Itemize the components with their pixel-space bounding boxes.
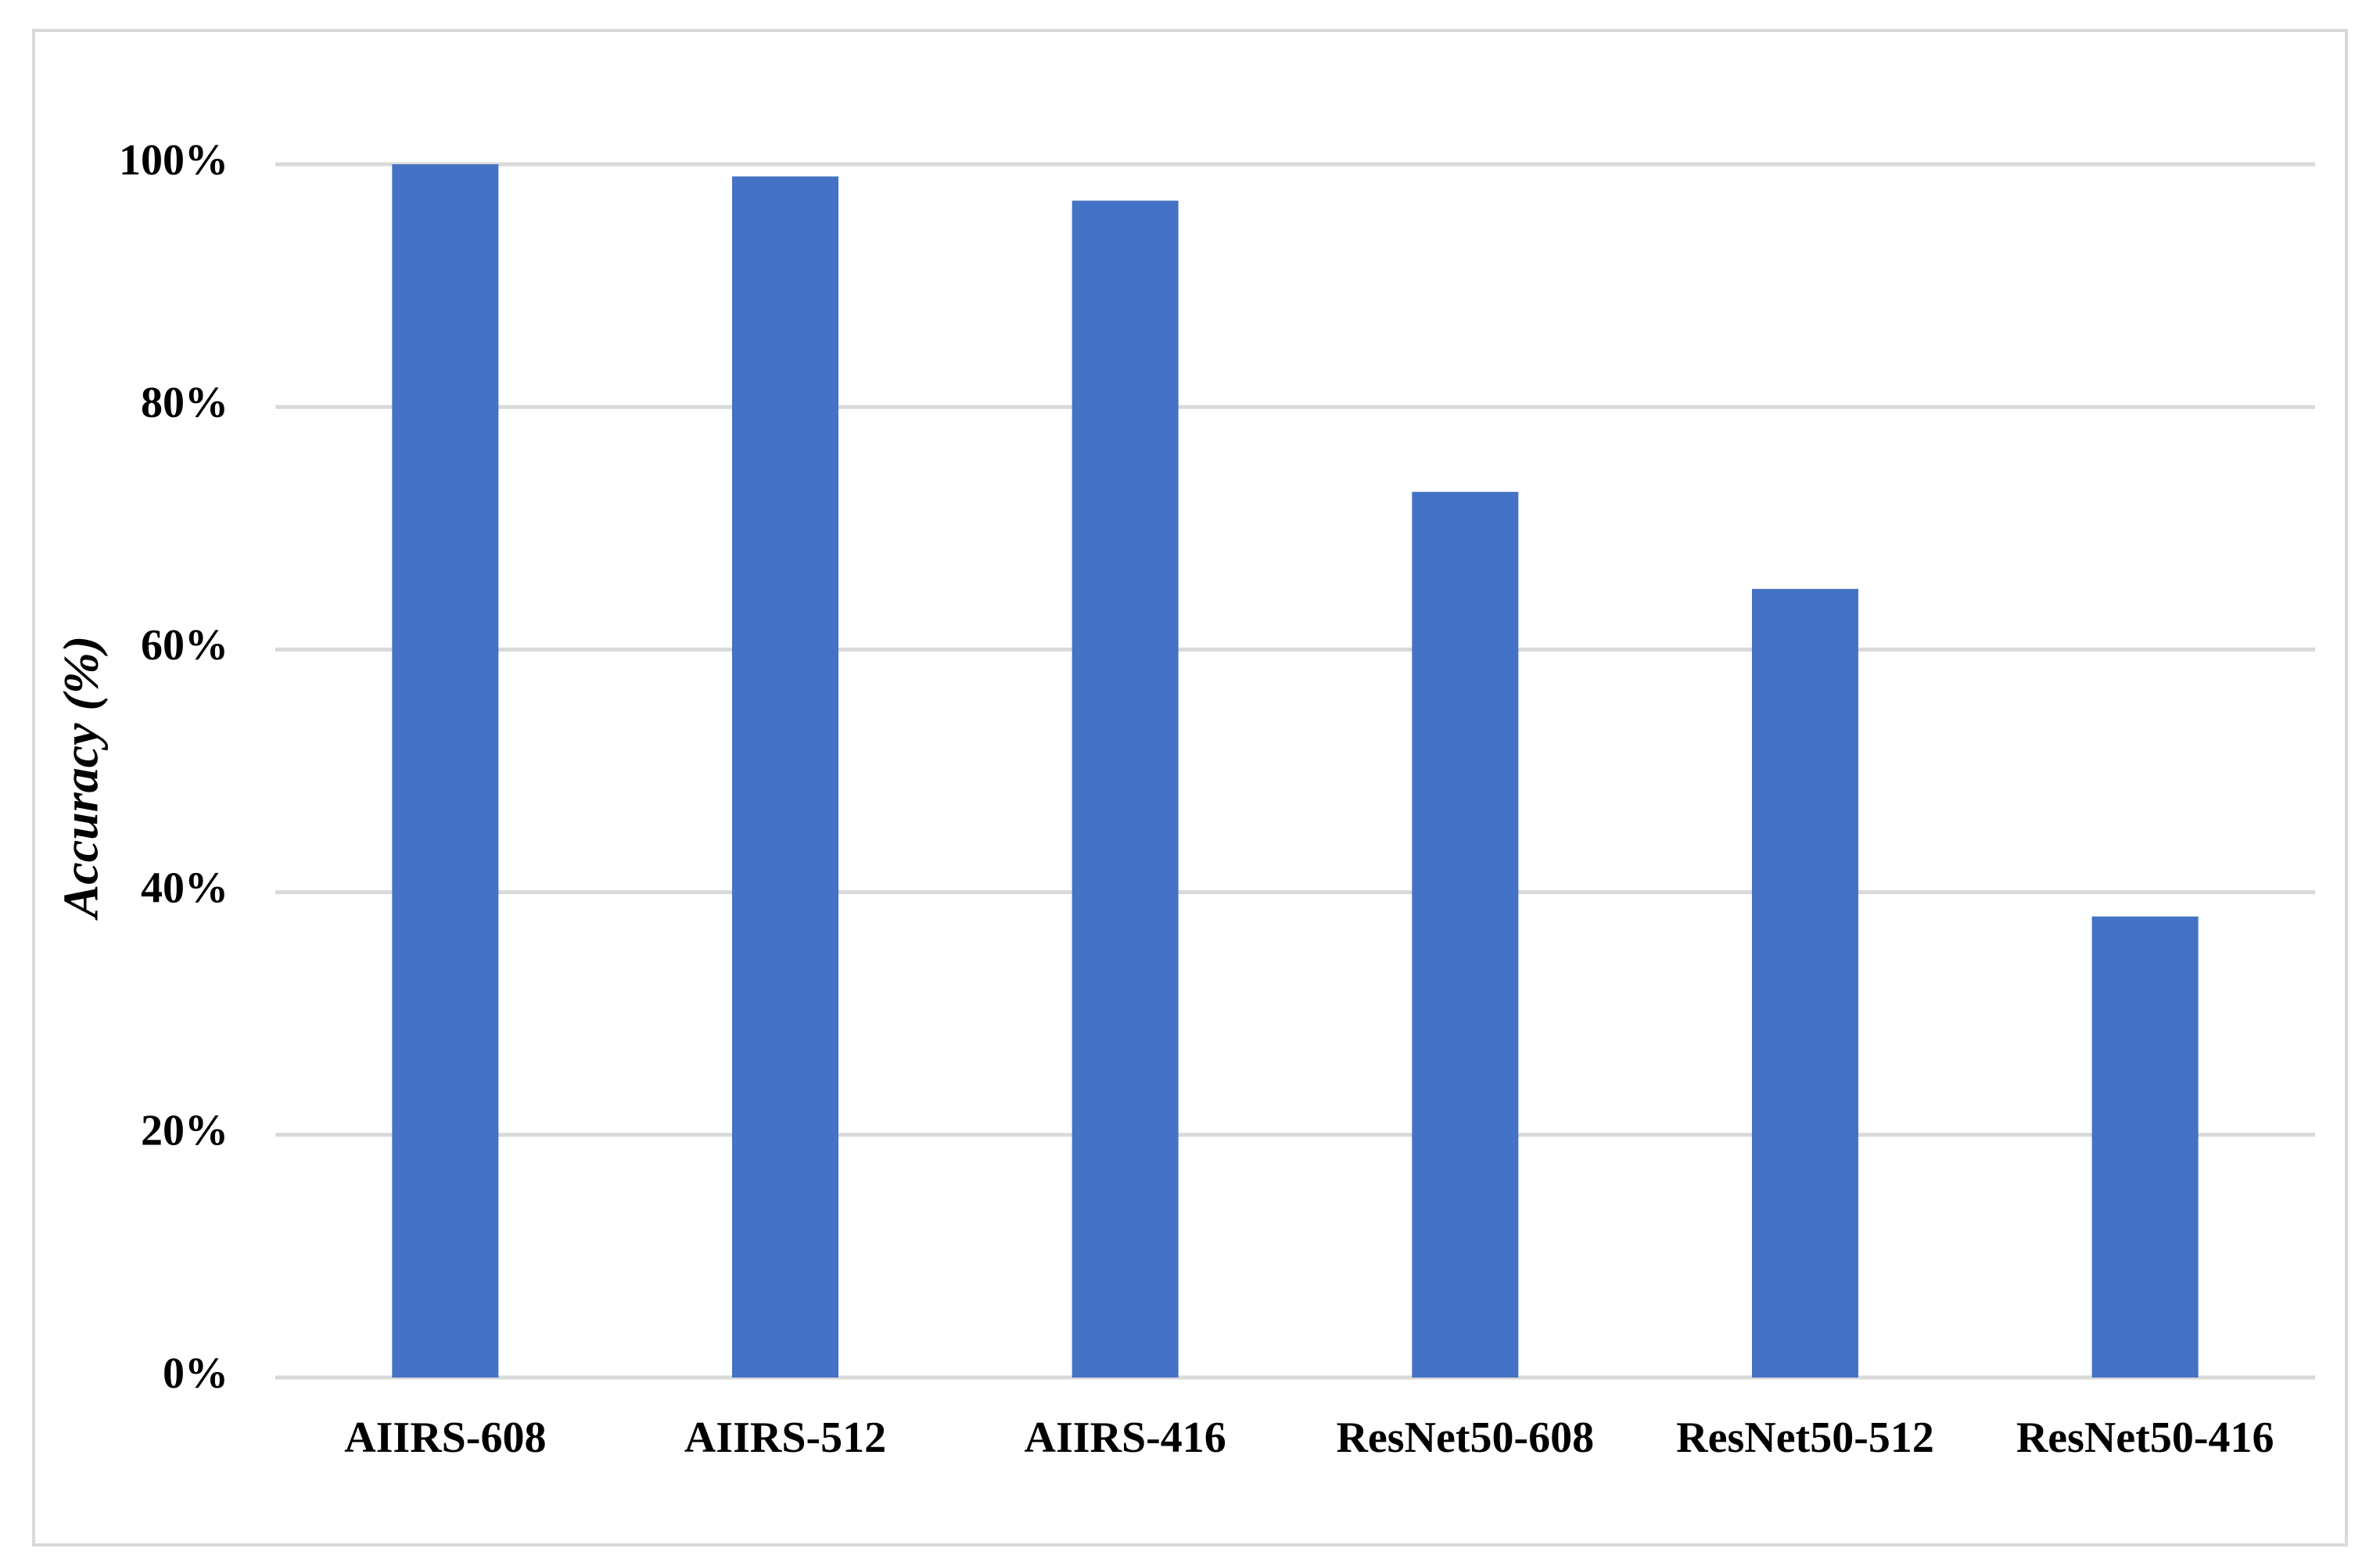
x-tick-label: AIIRS-608 [344, 1414, 546, 1462]
bar [1412, 491, 1519, 1378]
x-tick-label: ResNet50-608 [1336, 1414, 1594, 1462]
y-axis-title: Accuracy (%) [53, 636, 109, 921]
y-tick-label: 20% [141, 1107, 228, 1155]
y-tick-label: 60% [141, 621, 228, 670]
bar [2091, 916, 2199, 1378]
chart-frame [32, 29, 2348, 1546]
y-tick-label: 80% [141, 379, 228, 427]
x-tick-label: AIIRS-512 [684, 1414, 886, 1462]
y-tick-label: 40% [141, 864, 228, 912]
bar [1752, 588, 1858, 1378]
y-tick-label: 100% [119, 136, 228, 185]
bar [1072, 200, 1179, 1378]
bar [732, 176, 838, 1378]
bar [392, 164, 499, 1378]
x-tick-label: ResNet50-512 [1676, 1414, 1934, 1462]
x-tick-label: ResNet50-416 [2016, 1414, 2274, 1462]
x-tick-label: AIIRS-416 [1025, 1414, 1226, 1462]
y-tick-label: 0% [163, 1349, 228, 1398]
